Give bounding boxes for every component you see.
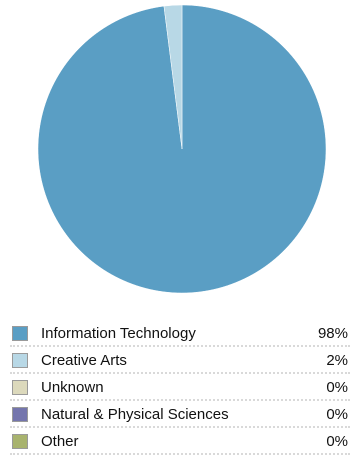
- pie-chart: [37, 4, 327, 294]
- legend-label-natural-physical-sciences: Natural & Physical Sciences: [41, 406, 229, 423]
- legend-item-creative-arts: Creative Arts 2%: [10, 347, 350, 374]
- legend-value-information-technology: 98%: [317, 325, 348, 342]
- legend-swatch-other: [12, 434, 28, 449]
- legend-swatch-unknown: [12, 380, 28, 395]
- legend-label-information-technology: Information Technology: [41, 325, 196, 342]
- legend-value-natural-physical-sciences: 0%: [326, 406, 348, 423]
- legend-item-information-technology: Information Technology 98%: [10, 320, 350, 347]
- legend-value-creative-arts: 2%: [326, 352, 348, 369]
- legend-label-unknown: Unknown: [41, 379, 104, 396]
- legend-swatch-creative-arts: [12, 353, 28, 368]
- legend-item-natural-physical-sciences: Natural & Physical Sciences 0%: [10, 401, 350, 428]
- legend-swatch-natural-physical-sciences: [12, 407, 28, 422]
- legend-label-creative-arts: Creative Arts: [41, 352, 127, 369]
- legend-item-other: Other 0%: [10, 428, 350, 455]
- legend: Information Technology 98% Creative Arts…: [10, 320, 350, 455]
- legend-value-unknown: 0%: [326, 379, 348, 396]
- pie-slice-creative-arts: [163, 4, 183, 150]
- legend-label-other: Other: [41, 433, 79, 450]
- legend-item-unknown: Unknown 0%: [10, 374, 350, 401]
- legend-value-other: 0%: [326, 433, 348, 450]
- legend-swatch-information-technology: [12, 326, 28, 341]
